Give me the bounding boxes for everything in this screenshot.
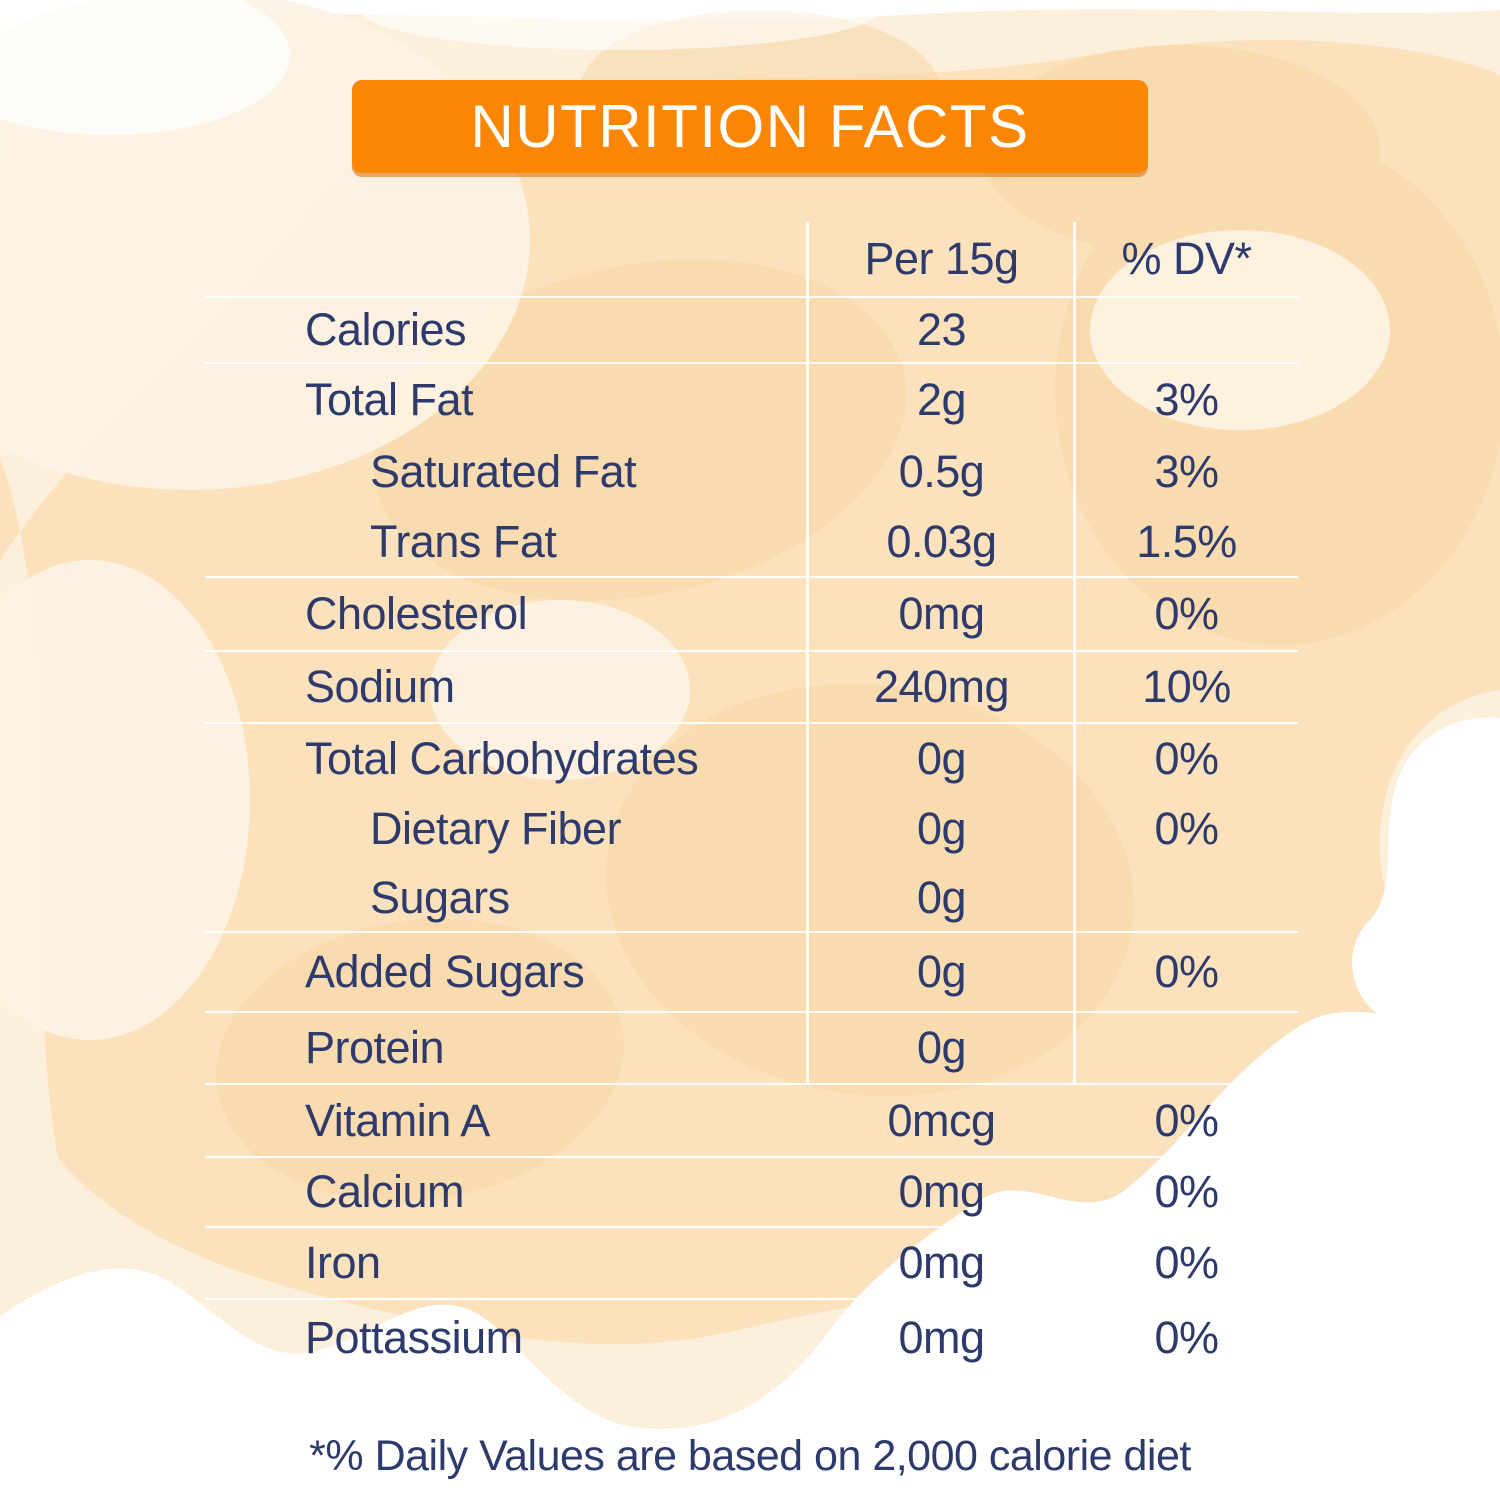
column-divider-right — [1073, 222, 1076, 1085]
row-label: Vitamin A — [305, 1094, 490, 1146]
row-label: Sugars — [370, 871, 510, 923]
row-label: Total Fat — [305, 374, 474, 425]
row-label: Protein — [305, 1022, 445, 1073]
table-header-row: Per 15g % DV* — [205, 222, 1298, 298]
table-row-sodium: Sodium 240mg 10% — [205, 652, 1298, 724]
row-dv: 0% — [1154, 946, 1219, 997]
title-banner: NUTRITION FACTS — [352, 80, 1148, 173]
row-value: 0mg — [898, 1237, 985, 1288]
row-label: Total Carbohydrates — [305, 733, 699, 784]
row-value: 23 — [916, 304, 967, 355]
table-row-total-fat: Total Fat 2g 3% — [205, 364, 1298, 436]
row-label: Calories — [305, 304, 467, 355]
row-dv: 0% — [1154, 1237, 1219, 1288]
table-row-cholesterol: Cholesterol 0mg 0% — [205, 578, 1298, 652]
row-label: Pottassium — [305, 1311, 523, 1363]
row-dv: 10% — [1142, 661, 1231, 712]
row-dv: 0% — [1154, 1094, 1219, 1146]
daily-value-footnote: *% Daily Values are based on 2,000 calor… — [309, 1432, 1191, 1480]
page-title: NUTRITION FACTS — [470, 93, 1030, 160]
row-value: 0mcg — [887, 1094, 996, 1146]
table-row-iron: Iron 0mg 0% — [205, 1228, 1298, 1300]
row-dv: 0% — [1154, 588, 1219, 639]
row-dv: 0% — [1154, 1166, 1219, 1217]
column-divider-left — [806, 222, 809, 1085]
row-label: Added Sugars — [305, 946, 585, 997]
row-dv: 0% — [1154, 733, 1219, 784]
row-label: Trans Fat — [370, 515, 557, 567]
nutrition-table: Per 15g % DV* Calories 23 Total Fat 2g 3… — [205, 222, 1298, 1375]
row-dv: 3% — [1154, 445, 1219, 497]
row-label: Calcium — [305, 1166, 465, 1217]
row-value: 0mg — [898, 588, 985, 639]
row-label: Dietary Fiber — [370, 803, 622, 854]
row-value: 0mg — [898, 1311, 985, 1363]
row-dv: 0% — [1154, 803, 1219, 854]
row-value: 0g — [916, 946, 967, 997]
row-value: 0mg — [898, 1166, 985, 1217]
row-dv: 1.5% — [1136, 515, 1237, 567]
table-row-pottassium: Pottassium 0mg 0% — [205, 1300, 1298, 1375]
row-value: 0g — [916, 803, 967, 854]
column-header-daily-value: % DV* — [1121, 233, 1252, 284]
row-dv: 3% — [1154, 374, 1219, 425]
row-value: 2g — [916, 374, 967, 425]
row-value: 0g — [916, 1022, 967, 1073]
row-value: 240mg — [873, 661, 1010, 712]
table-row-calcium: Calcium 0mg 0% — [205, 1158, 1298, 1228]
row-value: 0g — [916, 871, 967, 923]
table-row-trans-fat: Trans Fat 0.03g 1.5% — [205, 507, 1298, 578]
row-label: Saturated Fat — [370, 445, 637, 497]
row-label: Cholesterol — [305, 588, 528, 639]
column-header-per-serving: Per 15g — [864, 233, 1019, 284]
row-value: 0.5g — [898, 445, 985, 497]
table-row-sugars: Sugars 0g — [205, 864, 1298, 933]
table-row-calories: Calories 23 — [205, 298, 1298, 364]
row-label: Iron — [305, 1237, 381, 1288]
table-row-added-sugars: Added Sugars 0g 0% — [205, 933, 1298, 1013]
table-row-total-carbohydrates: Total Carbohydrates 0g 0% — [205, 724, 1298, 794]
table-row-protein: Protein 0g — [205, 1013, 1298, 1085]
row-label: Sodium — [305, 661, 455, 712]
row-value: 0g — [916, 733, 967, 784]
table-row-dietary-fiber: Dietary Fiber 0g 0% — [205, 794, 1298, 864]
row-value: 0.03g — [886, 515, 997, 567]
row-dv: 0% — [1154, 1311, 1219, 1363]
table-row-vitamin-a: Vitamin A 0mcg 0% — [205, 1085, 1298, 1158]
table-row-saturated-fat: Saturated Fat 0.5g 3% — [205, 436, 1298, 507]
